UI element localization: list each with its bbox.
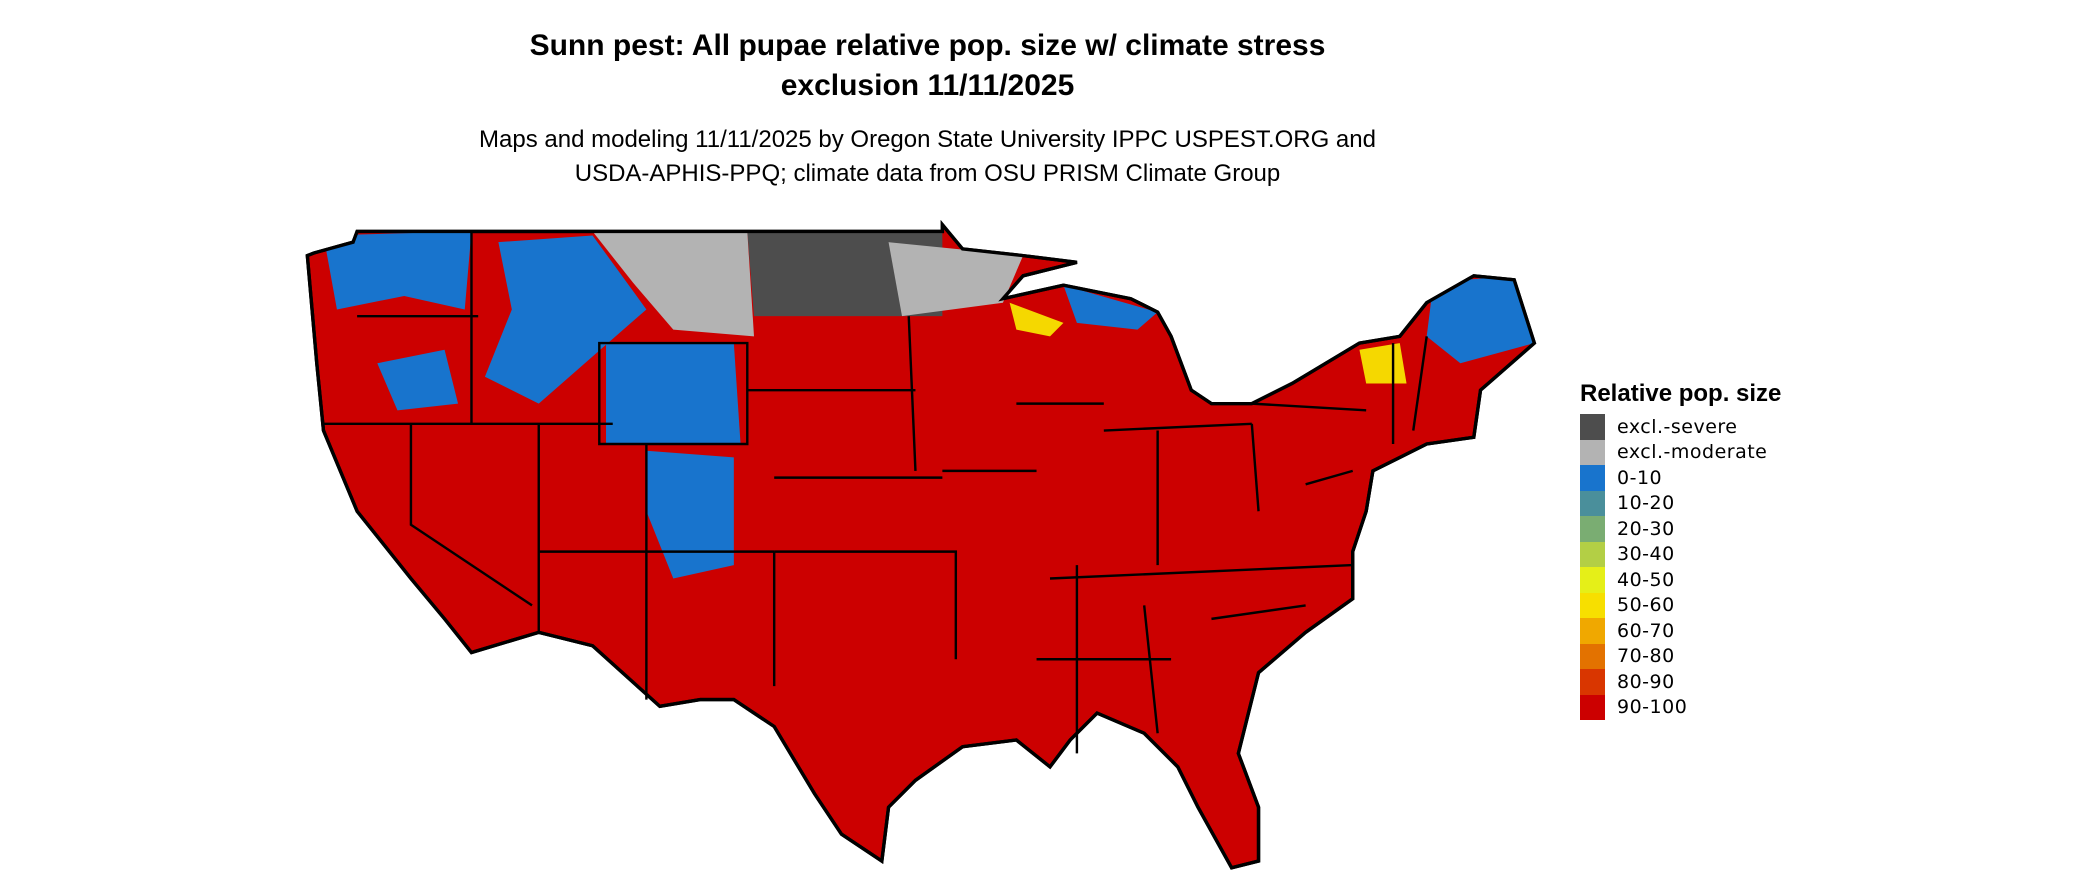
legend-label: 80-90 xyxy=(1617,670,1675,693)
legend-swatch xyxy=(1580,439,1605,465)
state-border xyxy=(1103,422,1252,432)
low-pop-area xyxy=(646,450,734,579)
legend-swatch xyxy=(1580,567,1605,593)
legend-item: 50-60 xyxy=(1580,592,1781,618)
legend-label: 40-50 xyxy=(1617,568,1675,591)
legend-item: 0-10 xyxy=(1580,465,1781,491)
mid-pop-area xyxy=(1359,343,1407,384)
state-border xyxy=(1251,402,1367,412)
legend-label: 0-10 xyxy=(1617,466,1663,489)
low-pop-area xyxy=(1426,275,1535,364)
legend-label: excl.-moderate xyxy=(1617,441,1768,464)
mid-pop-area xyxy=(1009,302,1064,337)
legend-label: excl.-severe xyxy=(1617,415,1738,438)
legend-swatch xyxy=(1580,669,1605,695)
legend-item: 70-80 xyxy=(1580,643,1781,669)
legend-title: Relative pop. size xyxy=(1580,380,1782,407)
legend-swatch xyxy=(1580,490,1605,516)
us-land xyxy=(305,220,1537,870)
state-border xyxy=(598,341,749,446)
state-border xyxy=(1211,604,1306,621)
legend-item: 20-30 xyxy=(1580,516,1781,542)
state-border xyxy=(1250,423,1260,512)
legend-label: 30-40 xyxy=(1617,543,1675,566)
legend-swatch xyxy=(1580,516,1605,542)
low-pop-area xyxy=(377,349,459,411)
legend: Relative pop. size excl.-severe excl.-mod… xyxy=(1580,380,1781,720)
low-pop-area xyxy=(1063,285,1158,330)
legend-swatch xyxy=(1580,592,1605,618)
legend-item: 40-50 xyxy=(1580,567,1781,593)
map-title-line1: Sunn pest: All pupae relative pop. size … xyxy=(529,29,1326,62)
legend-swatch xyxy=(1580,465,1605,491)
state-border xyxy=(1049,563,1353,580)
legend-swatch xyxy=(1580,414,1605,440)
excl-moderate-area xyxy=(888,242,1024,317)
legend-swatch xyxy=(1580,643,1605,669)
state-border xyxy=(907,316,917,471)
legend-label: 10-20 xyxy=(1617,492,1675,515)
legend-label: 90-100 xyxy=(1617,696,1688,719)
low-pop-area xyxy=(606,343,741,444)
low-pop-area xyxy=(484,235,647,404)
legend-label: 20-30 xyxy=(1617,517,1675,540)
low-pop-area xyxy=(323,231,472,310)
legend-item: 10-20 xyxy=(1580,490,1781,516)
state-border xyxy=(1142,605,1159,734)
legend-swatch xyxy=(1580,618,1605,644)
excl-moderate-area xyxy=(592,231,755,337)
map-subtitle-line2: USDA-APHIS-PPQ; climate data from OSU PR… xyxy=(574,160,1281,187)
state-border xyxy=(1412,336,1428,431)
legend-label: 70-80 xyxy=(1617,645,1675,668)
map-title-line2: exclusion 11/11/2025 xyxy=(780,69,1075,102)
state-border xyxy=(774,550,958,660)
state-border xyxy=(409,423,533,607)
legend-item: 90-100 xyxy=(1580,694,1781,720)
legend-item: excl.-moderate xyxy=(1580,439,1781,465)
legend-item: 30-40 xyxy=(1580,541,1781,567)
map-subtitle-line1: Maps and modeling 11/11/2025 by Oregon S… xyxy=(479,126,1376,153)
state-borders xyxy=(323,231,1428,754)
legend-item: 80-90 xyxy=(1580,669,1781,695)
legend-item: 60-70 xyxy=(1580,618,1781,644)
legend-item: excl.-severe xyxy=(1580,414,1781,440)
legend-label: 60-70 xyxy=(1617,619,1675,642)
legend-label: 50-60 xyxy=(1617,594,1675,617)
legend-swatch xyxy=(1580,541,1605,567)
legend-swatch xyxy=(1580,694,1605,720)
us-outline xyxy=(305,220,1537,870)
state-border xyxy=(1305,469,1354,486)
